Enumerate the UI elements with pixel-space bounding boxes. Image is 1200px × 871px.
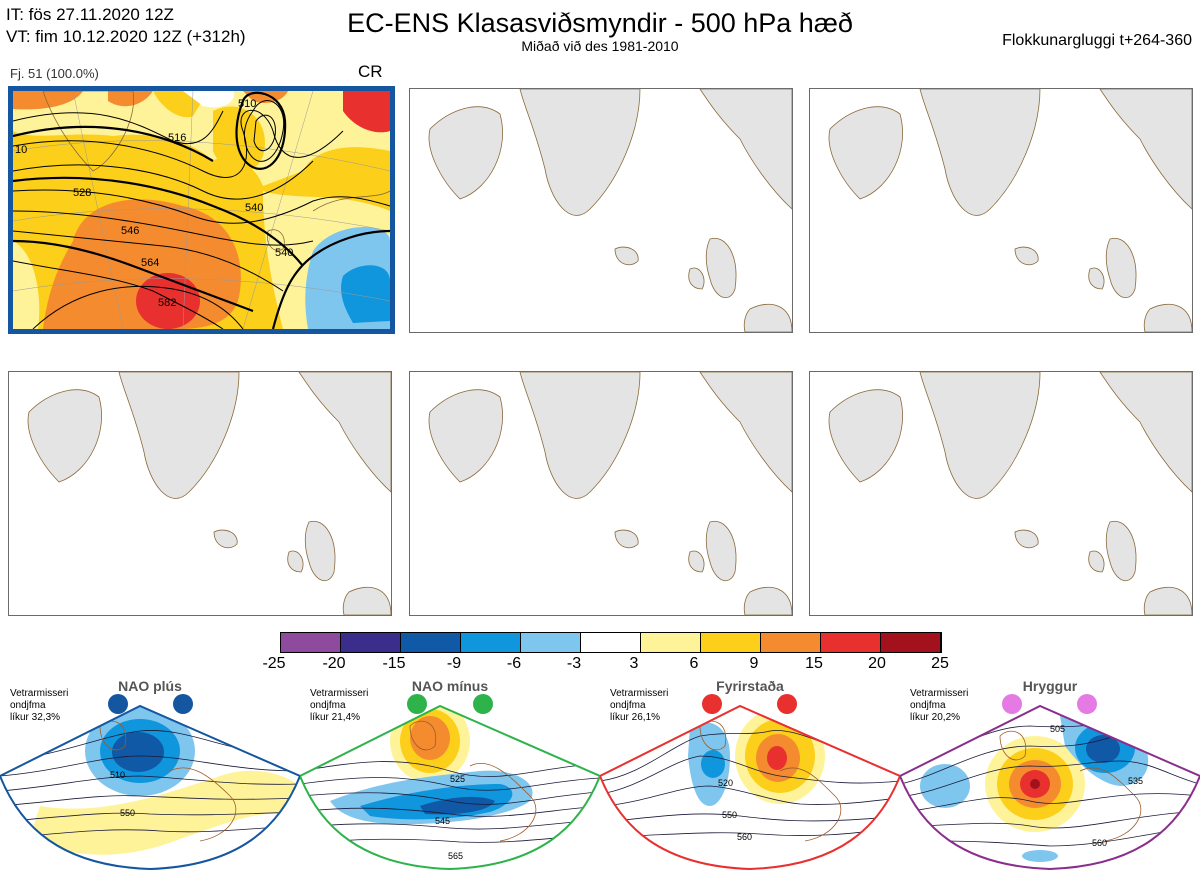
regime-map: 525 545 565 [300,694,600,871]
regime-info: Vetrarmisseri ondjfma líkur 20,2% [910,688,969,723]
base-map-graphic [428,89,792,332]
regime-map: 505 535 560 [900,694,1200,871]
contour-label: 528 [73,187,91,199]
contour-label: 550 [120,808,135,818]
initial-time: IT: fös 27.11.2020 12Z [6,5,174,24]
regime-dot [108,694,128,714]
colorbar-tick: 3 [629,655,639,672]
colorbar-tick: 15 [805,655,823,672]
colorbar-tick: -6 [506,655,522,672]
regime-map: 520 550 560 [600,694,900,871]
regime-title: Fyrirstaða [716,678,784,694]
regime-info: Vetrarmisseri ondjfma líkur 26,1% [610,688,669,723]
colorbar-tick: 20 [868,655,886,672]
page-subtitle: Miðað við des 1981-2010 [521,38,679,54]
cluster-map-6[interactable] [809,371,1193,616]
contour-label: 550 [722,810,737,820]
regime-nao-minus[interactable]: Vetrarmisseri ondjfma líkur 21,4% NAO mí… [300,676,600,871]
contour-label: 505 [1050,724,1065,734]
regime-nao-plus[interactable]: Vetrarmisseri ondjfma líkur 32,3% NAO pl… [0,676,300,871]
regime-title: NAO plús [118,678,182,694]
colorbar-tick-labels: -25 -20 -15 -9 -6 -3 3 6 9 15 20 25 [250,655,970,675]
contour-label: 565 [448,851,463,861]
contour-label: 545 [435,816,450,826]
regime-blocking[interactable]: Vetrarmisseri ondjfma líkur 26,1% Fyrirs… [600,676,900,871]
colorbar-cell [340,632,401,653]
cluster-map-2[interactable] [409,88,793,333]
base-map-graphic [27,372,391,615]
colorbar-cell [640,632,701,653]
contour-label: 540 [245,202,263,214]
colorbar-tick: 9 [749,655,759,672]
regime-info: Vetrarmisseri ondjfma líkur 21,4% [310,688,369,723]
colorbar-cell [760,632,821,653]
regime-title: Hryggur [1022,678,1078,694]
colorbar-cell [520,632,581,653]
regime-dot [1002,694,1022,714]
regime-info: Vetrarmisseri ondjfma líkur 32,3% [10,688,69,723]
contour-label: 525 [450,774,465,784]
colorbar-tick: 25 [931,655,949,672]
regime-dot [407,694,427,714]
contour-label: 540 [275,247,293,259]
regime-dot [1077,694,1097,714]
base-map-graphic [828,372,1192,615]
colorbar-cell [460,632,521,653]
page-title: EC-ENS Klasasviðsmyndir - 500 hPa hæð [347,8,853,38]
cluster-map-4[interactable] [8,371,392,616]
colorbar-cell [880,632,941,653]
contour-label: 510 [238,98,256,110]
header-info: IT: fös 27.11.2020 12Z VT: fim 10.12.202… [6,4,246,48]
colorbar [280,632,942,653]
regime-title: NAO mínus [411,678,489,694]
cluster-regime-code: CR [358,62,383,81]
colorbar-cell [400,632,461,653]
colorbar-cell [820,632,881,653]
regime-dot [473,694,493,714]
regime-dot [173,694,193,714]
contour-label: 582 [158,297,176,309]
contour-label: 510 [110,770,125,780]
regime-dot [702,694,722,714]
contour-label: 564 [141,257,159,269]
classification-window: Flokkunargluggi t+264-360 [1002,32,1192,49]
colorbar-cell [280,632,341,653]
colorbar-tick: -9 [446,655,462,672]
colorbar-tick: -25 [262,655,286,672]
colorbar-tick: -15 [382,655,406,672]
regime-map: 510 550 [0,694,300,871]
cluster-map-1-graphic: 510 516 528 540 546 564 582 540 10 [13,91,390,329]
contour-label: 560 [1092,838,1107,848]
regime-dot [777,694,797,714]
colorbar-tick: -20 [322,655,346,672]
colorbar-cell [700,632,761,653]
cluster-map-3[interactable] [809,88,1193,333]
contour-label: 516 [168,132,186,144]
cluster-label: Fj. 51 (100.0%) [10,66,99,81]
contour-label: 10 [15,144,27,156]
contour-label: 520 [718,778,733,788]
cluster-map-1[interactable]: 510 516 528 540 546 564 582 540 10 [8,86,395,334]
cluster-map-5[interactable] [409,371,793,616]
base-map-graphic [828,89,1192,332]
regime-ridge[interactable]: Vetrarmisseri ondjfma líkur 20,2% Hryggu… [900,676,1200,871]
valid-time: VT: fim 10.12.2020 12Z (+312h) [6,27,246,46]
contour-label: 560 [737,832,752,842]
colorbar-cell [580,632,641,653]
base-map-graphic [428,372,792,615]
colorbar-tick: -3 [566,655,582,672]
colorbar-tick: 6 [689,655,699,672]
contour-label: 535 [1128,776,1143,786]
contour-label: 546 [121,225,139,237]
